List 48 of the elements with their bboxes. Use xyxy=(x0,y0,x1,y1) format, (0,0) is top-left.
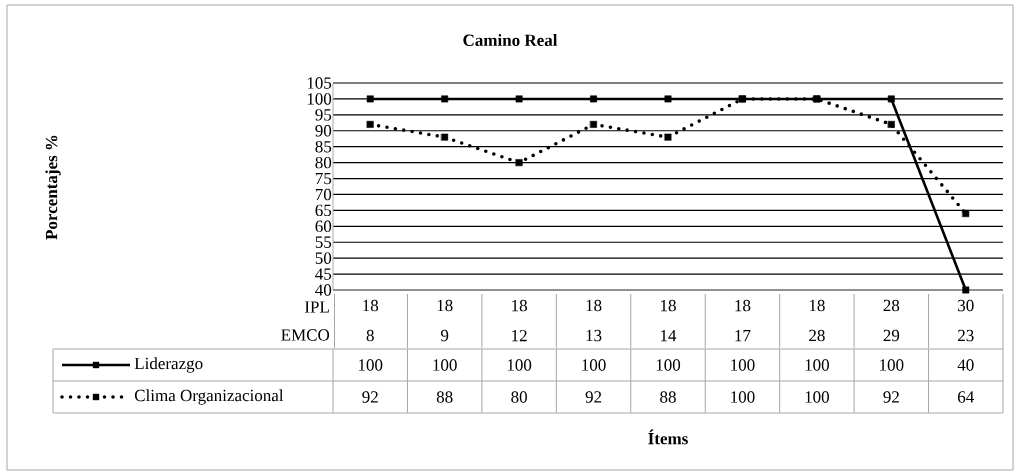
chart-title: Camino Real xyxy=(463,34,558,46)
data-label: 100 xyxy=(507,359,532,371)
y-tick-label: 50 xyxy=(315,252,332,264)
y-tick-label: 80 xyxy=(315,156,332,169)
y-tick-label: 55 xyxy=(315,236,332,248)
data-label: 100 xyxy=(358,359,383,371)
data-label: 80 xyxy=(511,391,527,403)
data-label: 92 xyxy=(883,391,899,403)
y-tick-label: 105 xyxy=(307,77,332,89)
x-tick-label: 18 13 xyxy=(586,299,602,342)
data-label: 100 xyxy=(433,359,457,371)
x-tick-label: 18 28 xyxy=(809,299,825,342)
data-label: 100 xyxy=(880,359,904,371)
y-tick-label: 60 xyxy=(315,220,332,233)
x-tick-label: 18 12 xyxy=(512,299,527,342)
legend-label: Clima Organizacional xyxy=(134,389,284,405)
y-tick-label: 90 xyxy=(315,125,332,137)
x-tick-label: 18 8 xyxy=(363,299,379,342)
x-tick-label: 18 17 xyxy=(735,299,751,342)
x-tick-label: 18 14 xyxy=(660,299,677,342)
data-label: 92 xyxy=(585,391,602,403)
text: IPL xyxy=(304,301,329,313)
text: Ítems xyxy=(648,429,688,445)
y-tick-label: 100 xyxy=(307,93,332,105)
x-tick-label: 30 23 xyxy=(958,299,974,342)
x-tick-label: 28 29 xyxy=(883,299,900,342)
data-label: 88 xyxy=(660,391,676,403)
data-label: 100 xyxy=(805,391,829,403)
y-tick-label: 75 xyxy=(315,172,332,185)
y-tick-label: 40 xyxy=(315,284,332,296)
x-tick-label: 18 9 xyxy=(437,299,453,342)
data-label: 100 xyxy=(731,359,755,371)
data-label: 100 xyxy=(582,359,606,371)
data-label: 88 xyxy=(436,391,453,403)
data-label: 92 xyxy=(362,391,378,403)
y-tick-label: 70 xyxy=(315,188,332,201)
data-label: 100 xyxy=(656,359,681,371)
data-label: 40 xyxy=(957,359,974,371)
y-tick-label: 85 xyxy=(315,140,332,153)
data-label: 100 xyxy=(805,359,829,371)
y-tick-label: 95 xyxy=(315,109,332,121)
data-label: 64 xyxy=(958,391,975,403)
legend-label: Liderazgo xyxy=(134,357,203,373)
y-tick-label: 65 xyxy=(315,204,332,217)
text: EMCO xyxy=(281,329,330,341)
text: Porcentajes % xyxy=(45,135,61,240)
y-tick-label: 45 xyxy=(315,268,332,280)
data-label: 100 xyxy=(731,391,755,403)
